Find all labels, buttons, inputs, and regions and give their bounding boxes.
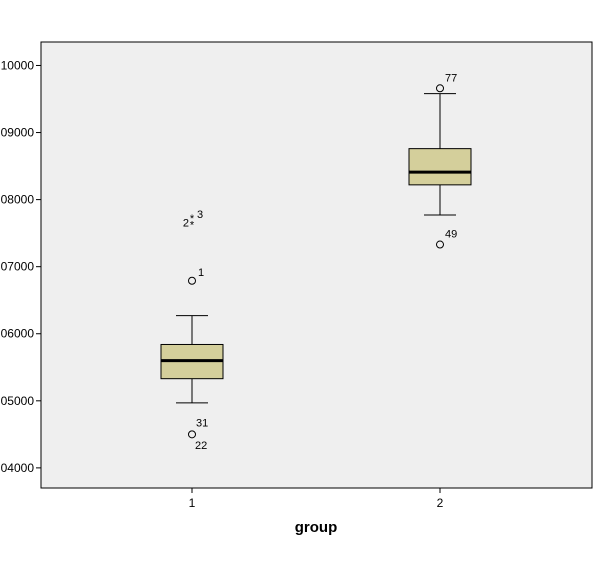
- y-tick-label: ,05000: [0, 394, 34, 408]
- y-tick-label: ,07000: [0, 260, 34, 274]
- box-group-2: 77 49: [408, 72, 472, 249]
- outlier-point: [188, 430, 196, 439]
- y-tick-label: ,06000: [0, 327, 34, 341]
- plot-area: [40, 41, 593, 489]
- y-tick-label: ,04000: [0, 461, 34, 475]
- extreme-point: *: [190, 220, 195, 232]
- extreme-point: *: [190, 213, 195, 225]
- outlier-label: 2: [183, 218, 189, 230]
- outlier-label: 49: [445, 229, 457, 241]
- box-group-1: ** 1 32 31 22: [160, 209, 224, 452]
- y-tick-label: ,08000: [0, 193, 34, 207]
- outlier-label: 3: [197, 209, 203, 221]
- outlier-label: 22: [195, 440, 207, 452]
- y-axis: ,04000 ,05000 ,06000 ,07000 ,08000 ,09000 ,100…: [0, 58, 41, 475]
- y-tick-label: ,10000: [0, 58, 34, 72]
- y-tick-label: ,09000: [0, 126, 34, 140]
- outlier-point: [436, 84, 444, 93]
- outlier-point: [188, 276, 196, 285]
- x-tick-label: 2: [437, 496, 444, 510]
- outlier-label: 31: [196, 417, 208, 429]
- boxes: ** 1 32 31 22 77 49: [160, 72, 472, 452]
- outlier-label: 1: [198, 267, 204, 279]
- x-axis-title: group: [295, 519, 338, 536]
- x-tick-label: 1: [189, 496, 196, 510]
- box-iqr: [408, 148, 472, 186]
- outlier-label: 77: [445, 72, 457, 84]
- outlier-point: [436, 240, 444, 249]
